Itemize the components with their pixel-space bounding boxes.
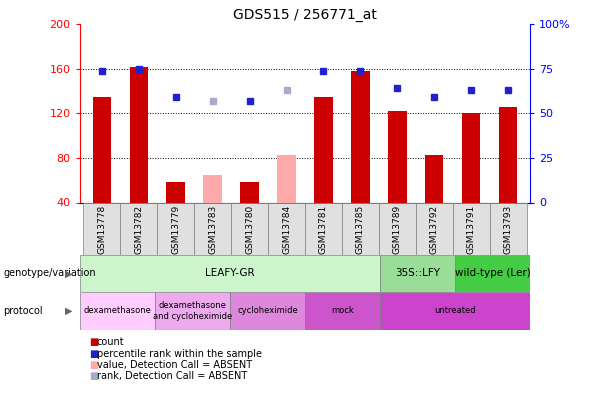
Text: ■: ■ (89, 349, 98, 358)
Text: GSM13780: GSM13780 (245, 205, 254, 254)
Bar (154, 292, 230, 330)
Bar (305, 202, 342, 255)
Text: cycloheximide: cycloheximide (237, 306, 298, 315)
Bar (268, 202, 305, 255)
Text: ▶: ▶ (65, 269, 72, 278)
Bar (455, 255, 530, 292)
Bar (314, 97, 333, 202)
Text: GSM13793: GSM13793 (504, 205, 512, 254)
Text: GSM13785: GSM13785 (356, 205, 365, 254)
Bar (194, 202, 231, 255)
Bar (425, 155, 443, 202)
Text: GSM13792: GSM13792 (430, 205, 439, 254)
Text: ■: ■ (89, 360, 98, 370)
Bar (231, 202, 268, 255)
Bar (158, 202, 194, 255)
Text: GSM13781: GSM13781 (319, 205, 328, 254)
Text: GSM13778: GSM13778 (97, 205, 106, 254)
Text: LEAFY-GR: LEAFY-GR (205, 269, 254, 278)
Bar (277, 155, 295, 202)
Bar (379, 202, 416, 255)
Text: protocol: protocol (3, 306, 43, 316)
Bar (80, 292, 154, 330)
Text: genotype/variation: genotype/variation (3, 269, 96, 278)
Text: value, Detection Call = ABSENT: value, Detection Call = ABSENT (97, 360, 252, 370)
Bar (462, 113, 481, 202)
Text: ▶: ▶ (65, 306, 72, 316)
Text: GSM13782: GSM13782 (134, 205, 143, 254)
Bar (416, 202, 452, 255)
Text: 35S::LFY: 35S::LFY (395, 269, 440, 278)
Bar (80, 255, 380, 292)
Bar (120, 202, 158, 255)
Bar (167, 182, 185, 202)
Bar (83, 202, 120, 255)
Bar (240, 182, 259, 202)
Title: GDS515 / 256771_at: GDS515 / 256771_at (233, 8, 377, 22)
Bar (204, 175, 222, 202)
Bar (380, 255, 455, 292)
Text: GSM13784: GSM13784 (282, 205, 291, 254)
Bar (342, 202, 379, 255)
Bar (305, 292, 380, 330)
Bar (388, 111, 406, 202)
Text: GSM13783: GSM13783 (208, 205, 217, 254)
Text: wild-type (Ler): wild-type (Ler) (455, 269, 531, 278)
Text: rank, Detection Call = ABSENT: rank, Detection Call = ABSENT (97, 371, 247, 381)
Text: ■: ■ (89, 337, 98, 347)
Text: dexamethasone
and cycloheximide: dexamethasone and cycloheximide (153, 301, 232, 320)
Bar (490, 202, 527, 255)
Text: mock: mock (331, 306, 354, 315)
Text: percentile rank within the sample: percentile rank within the sample (97, 349, 262, 358)
Text: GSM13779: GSM13779 (171, 205, 180, 254)
Bar (230, 292, 305, 330)
Text: GSM13791: GSM13791 (466, 205, 476, 254)
Text: untreated: untreated (435, 306, 476, 315)
Bar (499, 107, 517, 202)
Bar (93, 97, 111, 202)
Bar (351, 71, 370, 202)
Text: dexamethasone: dexamethasone (83, 306, 151, 315)
Bar (129, 66, 148, 202)
Text: GSM13789: GSM13789 (393, 205, 402, 254)
Text: count: count (97, 337, 124, 347)
Bar (380, 292, 530, 330)
Bar (452, 202, 490, 255)
Text: ■: ■ (89, 371, 98, 381)
